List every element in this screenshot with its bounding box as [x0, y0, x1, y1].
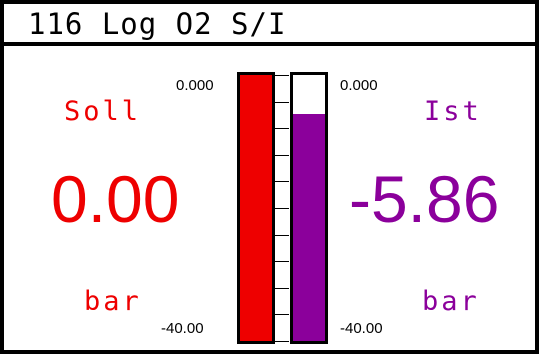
scale-tick	[275, 234, 282, 236]
scale-tick	[275, 181, 282, 183]
scale-tick	[275, 341, 282, 342]
scale-tick	[282, 341, 289, 342]
scale-tick	[275, 208, 282, 209]
setpoint-scale-bottom: -40.00	[161, 320, 204, 337]
setpoint-bar-fill	[240, 75, 272, 341]
scale-tick	[282, 154, 289, 156]
actual-value: -5.86	[349, 162, 500, 236]
scale-tick	[282, 287, 289, 289]
scale-tick	[275, 287, 282, 289]
scale-tick	[282, 101, 289, 103]
setpoint-value: 0.00	[51, 162, 180, 236]
scale-tick	[275, 128, 282, 130]
actual-unit: bar	[422, 286, 480, 317]
scale-tick	[275, 261, 282, 263]
actual-label: Ist	[424, 96, 482, 127]
scale-tick	[275, 154, 282, 156]
scale-tick	[282, 234, 289, 236]
bar-scale-ticks	[275, 75, 289, 342]
scale-tick	[282, 128, 289, 130]
panel-title: 116 Log O2 S/I	[28, 7, 287, 41]
scale-tick	[282, 314, 289, 316]
actual-scale-top: 0.000	[340, 77, 378, 94]
setpoint-scale-top: 0.000	[176, 77, 214, 94]
scale-tick	[282, 261, 289, 263]
actual-bar	[290, 72, 328, 344]
setpoint-unit: bar	[84, 286, 142, 317]
scale-tick	[282, 181, 289, 183]
scale-tick	[275, 314, 282, 316]
scale-tick	[282, 208, 289, 209]
actual-scale-bottom: -40.00	[340, 320, 383, 337]
scale-tick	[282, 75, 289, 76]
title-bar: 116 Log O2 S/I	[4, 4, 535, 46]
actual-bar-fill	[293, 113, 325, 341]
setpoint-label: Soll	[64, 96, 142, 127]
scale-tick	[275, 75, 282, 76]
setpoint-bar	[237, 72, 275, 344]
scale-tick	[275, 101, 282, 103]
